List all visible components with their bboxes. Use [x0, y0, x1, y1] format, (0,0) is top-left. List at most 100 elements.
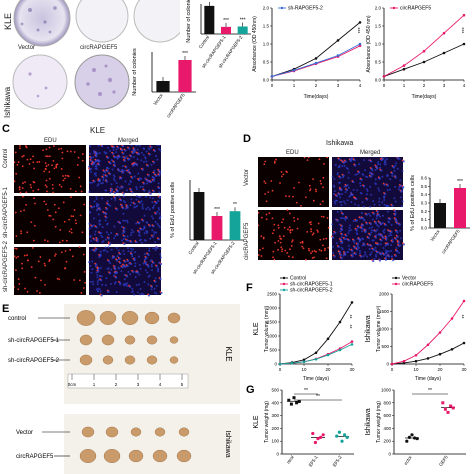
- category-label-2: EF5-2: [332, 454, 343, 467]
- ytick-label: 0.0: [263, 78, 270, 83]
- series-0-point-3: [336, 39, 340, 42]
- ytick-label: 100: [271, 439, 279, 444]
- tumor-0-1: [99, 310, 117, 326]
- category-label-1: circRAPGEF5: [441, 228, 461, 254]
- series-1-point-0: [390, 362, 394, 366]
- category-label-0: Vector: [152, 92, 164, 106]
- ytick-label: 0: [386, 362, 389, 367]
- series-2-point-2: [302, 360, 306, 364]
- series-line-0: [271, 22, 361, 77]
- point-1-3: [449, 404, 453, 408]
- tumor-row-label-3: Vector: [16, 430, 33, 436]
- ytick-label: 800: [383, 400, 391, 405]
- ytick-label: 400: [271, 400, 279, 405]
- sig-label-0: **: [350, 315, 356, 319]
- series-0-point-5: [450, 348, 454, 351]
- legend-label-0: circRAPGEF5: [400, 6, 431, 12]
- legend-label-0: Control: [290, 276, 306, 282]
- series-2-point-6: [350, 343, 354, 346]
- xtick-label: 0: [279, 367, 282, 372]
- colony-dishes-ishikawa: [12, 54, 130, 110]
- series-0-point-3: [314, 351, 318, 355]
- tumor-3-1: [105, 426, 119, 438]
- chart-c-bar: Control***sh-circRAPGEF5-1**sh-circRAPGE…: [170, 180, 244, 275]
- tumor-1-1: [101, 334, 115, 346]
- point-1-0: [311, 431, 315, 436]
- dish-circrapgef5: [74, 54, 130, 110]
- series-1-point-3: [426, 343, 430, 347]
- ruler: [67, 373, 189, 389]
- bar-1: [454, 188, 466, 228]
- point-0-3: [413, 436, 417, 440]
- side-label-kle: KLE: [224, 346, 233, 361]
- bar-1: [178, 60, 192, 92]
- panel-d-row-vector: Vector: [244, 168, 250, 186]
- tumor-2-1: [102, 355, 114, 365]
- xtick-label: 10: [413, 367, 419, 372]
- point-2-0: [335, 434, 339, 438]
- y-axis-label: % of EdU positive cells: [410, 175, 416, 231]
- ytick-label: 2000: [379, 292, 390, 297]
- point-1-2: [446, 410, 450, 414]
- tumor-3-2: [130, 427, 142, 437]
- xtick-label: 1: [403, 83, 406, 88]
- series-0-point-2: [422, 60, 426, 64]
- chart-a-top: Control***sh-circRAPGEF5-1***sh-circRAPG…: [186, 0, 251, 69]
- xtick-label: 0: [383, 83, 386, 88]
- series-line-1: [391, 300, 465, 365]
- ruler-label-1: 1: [93, 382, 96, 387]
- panel-c-col-merged: Merged: [118, 138, 139, 144]
- point-1-4: [451, 406, 455, 410]
- panel-c-row-control: Control: [3, 148, 9, 168]
- bar-0: [193, 192, 205, 240]
- category-label-1: EF5-1: [308, 454, 319, 467]
- ytick-label: 2000: [267, 306, 278, 311]
- y-axis-label: Tumor volume (mm³): [264, 305, 270, 352]
- ytick-label: 0.1: [421, 217, 428, 222]
- dish-control: [13, 0, 71, 47]
- xtick-label: 3: [443, 83, 446, 88]
- x-axis-label: Time (days): [303, 376, 330, 382]
- panel-letter-f: F: [246, 282, 253, 294]
- series-line-2: [279, 343, 353, 365]
- series-2-point-3: [314, 357, 318, 361]
- series-2-point-3: [336, 54, 340, 57]
- sig-label-0: ***: [358, 27, 364, 33]
- sig-label-1: ***: [457, 179, 463, 185]
- panel-d-title: Ishikawa: [326, 140, 354, 147]
- xtick-label: 10: [301, 367, 307, 372]
- bar-0: [204, 5, 215, 34]
- tumor-1-0: [79, 334, 93, 346]
- point-0-4: [415, 437, 419, 441]
- series-2-point-1: [290, 361, 294, 365]
- ytick-label: 2.0: [375, 6, 382, 11]
- sig-label-1: ***: [223, 18, 229, 24]
- x-axis-label: Time(days): [412, 94, 437, 100]
- xtick-label: 20: [325, 367, 331, 372]
- legend-marker-0: [282, 276, 286, 280]
- row-label-kle: KLE: [3, 12, 13, 30]
- series-1-point-0: [382, 75, 386, 78]
- tumor-2-4: [169, 356, 179, 364]
- side-label: Ishikawa: [365, 408, 372, 435]
- x-axis-label: Time (days): [415, 376, 442, 382]
- tumor-0-3: [144, 311, 160, 325]
- point-1-2: [316, 437, 320, 441]
- bar-2: [229, 211, 241, 240]
- dish-vector: [12, 54, 68, 110]
- series-0-point-3: [442, 51, 446, 55]
- sig-label-0: ***: [462, 27, 468, 33]
- series-1-point-6: [350, 340, 354, 343]
- series-0-point-4: [326, 337, 330, 341]
- y-axis-label: Tumor weight (mg): [264, 401, 270, 443]
- tumor-4-0: [79, 448, 97, 463]
- chart-b-right: 0.0 0.5 1.0 1.5 2.0 0 1 2 3 4 circRAPGEF5 Absorbanc…: [366, 6, 468, 101]
- series-line-1: [383, 14, 465, 77]
- point-2-4: [345, 435, 349, 439]
- xtick-label: 0: [391, 367, 394, 372]
- side-label: KLE: [253, 322, 260, 336]
- ytick-label: 500: [269, 348, 277, 353]
- tumor-row-label-4: circRAPGEF5: [16, 454, 54, 460]
- panel-letter-c: C: [2, 123, 10, 135]
- chart-a-bottom: Vector *** circRAPGEF5 Number of colonies: [132, 48, 196, 119]
